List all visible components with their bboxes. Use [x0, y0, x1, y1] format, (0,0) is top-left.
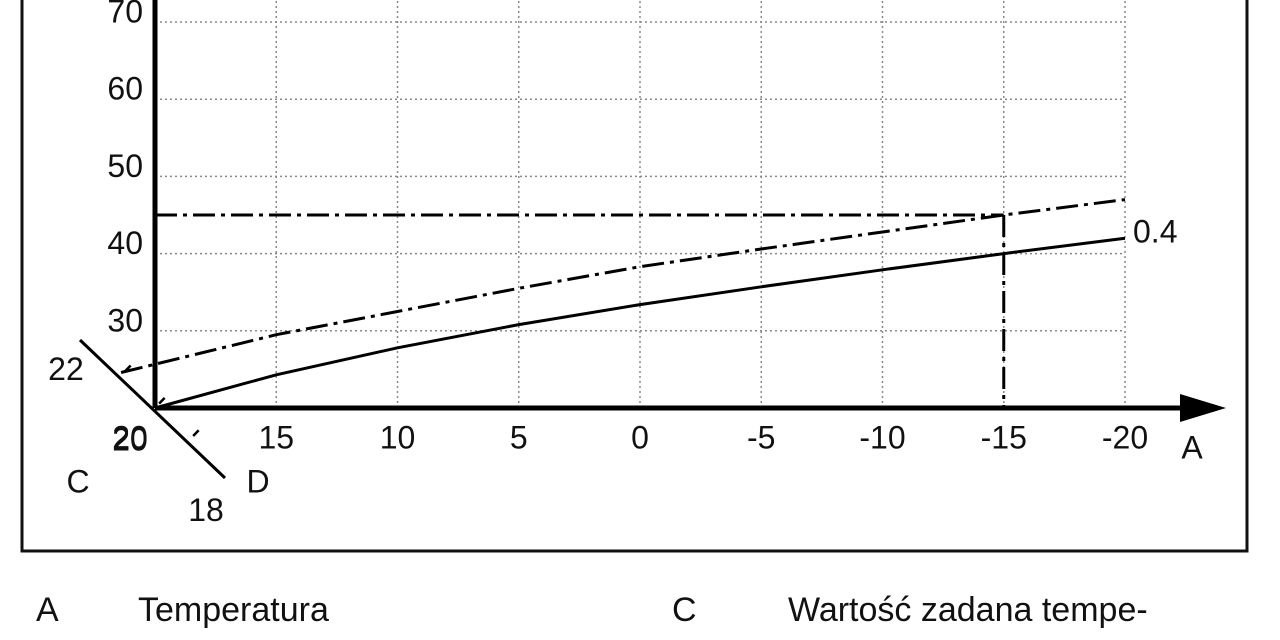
- curve: [154, 236, 1126, 410]
- scale-tick: [192, 429, 200, 437]
- legend-key: C: [672, 591, 697, 629]
- legend-text: Temperatura: [138, 591, 329, 629]
- scale-end-label: D: [246, 463, 269, 499]
- x-tick-label: -5: [747, 419, 775, 455]
- legend-text: Wartość zadana tempe-: [788, 591, 1148, 629]
- scale-label: 18: [188, 492, 224, 528]
- x-tick-label: 20: [112, 419, 148, 455]
- x-tick-label: 5: [510, 419, 528, 455]
- scale-tick: [158, 397, 166, 405]
- x-tick-label: -10: [859, 419, 905, 455]
- scale-label: 22: [48, 351, 84, 387]
- frame: [20, 0, 1249, 553]
- x-axis-arrow: [1180, 394, 1226, 422]
- x-axis-label: A: [1181, 429, 1203, 465]
- x-tick-label: -20: [1102, 419, 1148, 455]
- scale-tick: [124, 364, 132, 373]
- scale-label: 20: [112, 421, 148, 457]
- y-tick-label: 60: [107, 71, 143, 107]
- curve: [120, 198, 1126, 374]
- x-tick-label: 10: [380, 419, 416, 455]
- setpoint-scale: [78, 338, 227, 480]
- x-tick-label: 0: [631, 419, 649, 455]
- x-tick-label: -15: [981, 419, 1027, 455]
- y-tick-label: 70: [107, 0, 143, 29]
- curve-label: 0.4: [1133, 214, 1177, 250]
- y-tick-label: 40: [107, 225, 143, 261]
- y-tick-label: 50: [107, 148, 143, 184]
- legend-key: A: [36, 591, 59, 629]
- y-tick-label: 30: [107, 302, 143, 338]
- x-tick-label: 15: [258, 419, 294, 455]
- scale-end-label: C: [66, 463, 89, 499]
